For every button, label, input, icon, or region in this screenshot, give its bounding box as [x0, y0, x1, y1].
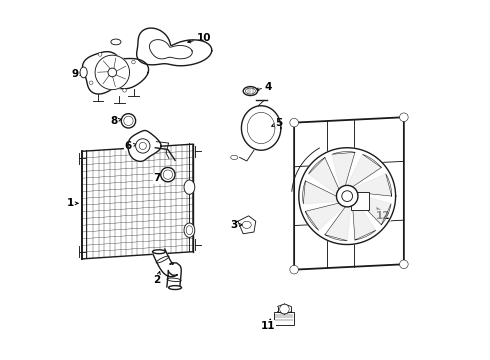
Polygon shape — [353, 202, 376, 240]
Circle shape — [163, 170, 172, 179]
Circle shape — [98, 53, 102, 56]
Text: 5: 5 — [272, 118, 283, 128]
Polygon shape — [149, 40, 192, 59]
Polygon shape — [128, 130, 161, 161]
Text: 10: 10 — [188, 33, 211, 43]
Polygon shape — [309, 158, 339, 194]
Ellipse shape — [169, 285, 181, 289]
Ellipse shape — [243, 87, 258, 95]
Circle shape — [122, 89, 126, 92]
Circle shape — [280, 304, 289, 314]
Polygon shape — [332, 152, 355, 188]
Text: 9: 9 — [71, 69, 83, 79]
Circle shape — [290, 118, 298, 127]
Polygon shape — [325, 206, 351, 241]
Text: 1: 1 — [66, 198, 78, 208]
Circle shape — [124, 116, 133, 126]
Text: 8: 8 — [110, 116, 122, 126]
Bar — [351, 192, 368, 210]
Text: 2: 2 — [153, 271, 161, 285]
Circle shape — [108, 68, 117, 77]
Circle shape — [89, 81, 93, 85]
Polygon shape — [354, 174, 392, 196]
Circle shape — [122, 114, 136, 128]
Circle shape — [342, 191, 353, 202]
Circle shape — [139, 142, 147, 149]
Polygon shape — [95, 55, 129, 90]
Ellipse shape — [152, 250, 166, 254]
Ellipse shape — [111, 39, 121, 45]
Circle shape — [399, 260, 408, 269]
Circle shape — [337, 185, 358, 207]
Ellipse shape — [186, 226, 193, 235]
Bar — [274, 312, 294, 324]
Ellipse shape — [245, 88, 255, 94]
Text: 4: 4 — [256, 82, 272, 92]
Polygon shape — [82, 51, 148, 94]
Circle shape — [290, 265, 298, 274]
Circle shape — [161, 167, 175, 182]
Ellipse shape — [184, 223, 195, 237]
Circle shape — [399, 113, 408, 122]
Polygon shape — [153, 249, 181, 288]
Polygon shape — [242, 106, 281, 150]
Text: 11: 11 — [261, 319, 275, 331]
Polygon shape — [294, 117, 404, 270]
Ellipse shape — [243, 221, 251, 228]
Ellipse shape — [80, 67, 87, 78]
Polygon shape — [137, 28, 212, 66]
Polygon shape — [238, 216, 256, 234]
Polygon shape — [303, 181, 338, 204]
Text: 3: 3 — [231, 220, 242, 230]
Polygon shape — [305, 203, 343, 230]
Ellipse shape — [184, 180, 195, 194]
Text: 7: 7 — [153, 173, 165, 183]
Text: 12: 12 — [376, 208, 391, 221]
Polygon shape — [82, 144, 193, 259]
Polygon shape — [299, 148, 395, 244]
Polygon shape — [347, 154, 381, 187]
Circle shape — [136, 139, 150, 153]
Ellipse shape — [231, 155, 238, 159]
Circle shape — [132, 60, 135, 64]
Polygon shape — [357, 194, 391, 225]
Text: 6: 6 — [125, 141, 136, 151]
